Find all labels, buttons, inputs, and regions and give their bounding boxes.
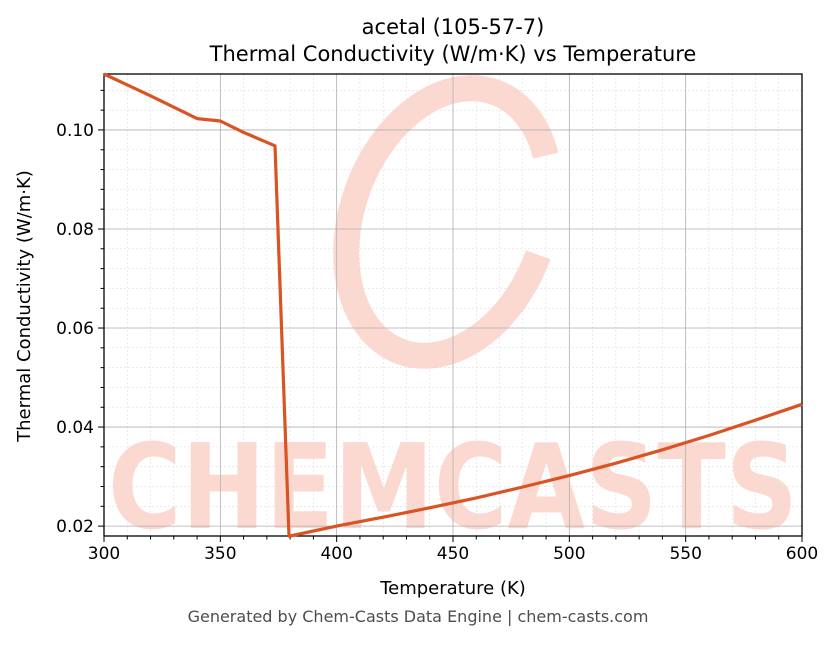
y-tick-label: 0.08	[56, 220, 94, 240]
x-tick-label: 550	[669, 544, 701, 564]
series-layer	[103, 72, 803, 538]
series-line	[103, 72, 803, 538]
chart-title-line2: Thermal Conductivity (W/m·K) vs Temperat…	[209, 42, 697, 66]
watermark-ring	[333, 75, 563, 369]
y-tick-label: 0.06	[56, 319, 94, 339]
footer-credit: Generated by Chem-Casts Data Engine | ch…	[187, 607, 649, 626]
x-tick-label: 300	[88, 544, 120, 564]
x-tick-label: 350	[204, 544, 236, 564]
y-tick-label: 0.10	[56, 121, 94, 141]
x-tick-label: 450	[437, 544, 469, 564]
y-axis-label: Thermal Conductivity (W/m·K)	[14, 170, 35, 443]
x-tick-label: 400	[320, 544, 352, 564]
x-tick-label: 500	[553, 544, 585, 564]
x-axis-label: Temperature (K)	[379, 578, 526, 599]
axes	[98, 73, 803, 542]
y-tick-label: 0.02	[56, 517, 94, 537]
x-tick-label: 600	[786, 544, 818, 564]
tick-labels: 300 350 400 450 500 550 600 0.02 0.04 0.06 0.08 0.1…	[56, 121, 818, 564]
grid	[103, 74, 803, 536]
chart-title-line1: acetal (105-57-7)	[362, 15, 545, 39]
y-tick-label: 0.04	[56, 418, 94, 438]
